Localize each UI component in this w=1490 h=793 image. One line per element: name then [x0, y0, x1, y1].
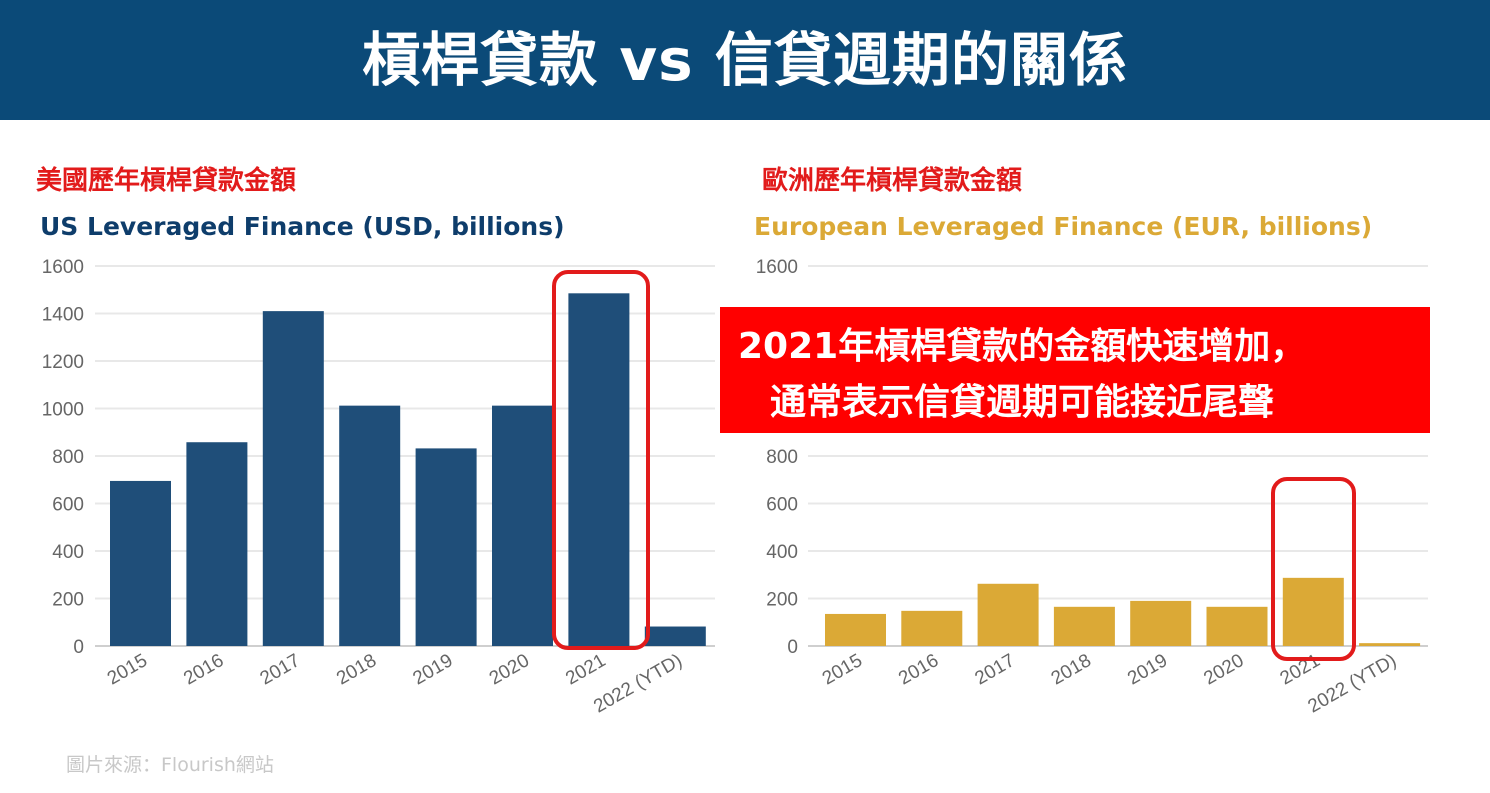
- us-bar-2018: [339, 405, 401, 646]
- us-bar-2019: [415, 448, 477, 646]
- highlight-box-2021: [1271, 477, 1356, 661]
- y-tick-label: 1400: [42, 305, 84, 326]
- x-tick-label: 2017: [971, 650, 1018, 689]
- y-tick-label: 1600: [42, 257, 84, 278]
- y-tick-label: 600: [766, 495, 798, 516]
- y-tick-label: 200: [766, 590, 798, 611]
- y-tick-label: 1600: [756, 257, 798, 278]
- y-tick-label: 0: [73, 637, 84, 658]
- us-bar-2020: [492, 405, 553, 646]
- y-tick-label: 600: [52, 495, 84, 516]
- callout-line-2: 通常表示信貸週期可能接近尾聲: [770, 382, 1275, 423]
- x-tick-label: 2016: [895, 650, 942, 689]
- x-tick-label: 2018: [1048, 650, 1095, 689]
- y-tick-label: 1000: [42, 400, 84, 421]
- image-source: 圖片來源：Flourish網站: [66, 754, 274, 776]
- y-tick-label: 800: [766, 447, 798, 468]
- us-bar-2017: [262, 311, 324, 646]
- x-tick-label: 2015: [819, 650, 866, 689]
- eu-bar-2018: [1053, 606, 1115, 646]
- eu-bar-2015: [825, 613, 886, 646]
- eu-bar-2017: [977, 583, 1039, 646]
- eu-bar-2022-YTD: [1359, 643, 1421, 646]
- y-tick-label: 800: [52, 447, 84, 468]
- us-chart-title: US Leveraged Finance (USD, billions): [40, 212, 565, 241]
- page-title: 槓桿貸款 vs 信貸週期的關係: [362, 26, 1128, 94]
- eu-chart-title: European Leveraged Finance (EUR, billion…: [754, 212, 1373, 241]
- highlight-box-2021: [552, 270, 650, 650]
- eu-bar-2021: [1282, 577, 1344, 646]
- y-tick-label: 1200: [42, 352, 84, 373]
- y-tick-label: 400: [766, 542, 798, 563]
- eu-bar-2016: [901, 610, 963, 646]
- callout-box: 2021年槓桿貸款的金額快速增加， 通常表示信貸週期可能接近尾聲: [720, 307, 1430, 433]
- callout-line-1: 2021年槓桿貸款的金額快速增加，: [738, 326, 1307, 367]
- eu-bar-2020: [1206, 606, 1268, 646]
- x-tick-label: 2019: [1124, 650, 1171, 689]
- us-bar-2015: [110, 480, 171, 646]
- us-bar-2016: [186, 442, 248, 646]
- us-bar-2021: [568, 293, 630, 646]
- y-tick-label: 200: [52, 590, 84, 611]
- eu-bar-2019: [1130, 600, 1192, 646]
- y-tick-label: 0: [787, 637, 798, 658]
- x-tick-label: 2021: [1277, 650, 1324, 689]
- us-bar-2022-YTD: [644, 626, 706, 646]
- eu-chart-chinese-title: 歐洲歷年槓桿貸款金額: [762, 166, 1023, 196]
- y-tick-label: 400: [52, 542, 84, 563]
- us-chart-chinese-title: 美國歷年槓桿貸款金額: [36, 166, 297, 196]
- title-banner: [0, 0, 1490, 120]
- x-tick-label: 2020: [1200, 650, 1247, 689]
